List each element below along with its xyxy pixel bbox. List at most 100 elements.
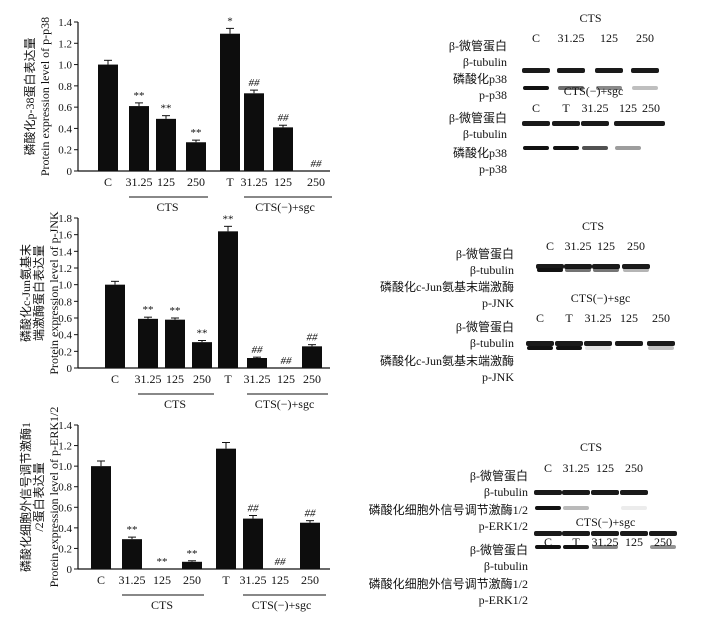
lane-label: 125 <box>620 311 638 325</box>
y-tick-label: 0.8 <box>58 482 72 494</box>
y-axis-label-en: Protein expression level of p-JNK <box>47 211 61 375</box>
bar <box>182 561 202 569</box>
y-tick-label: 1.0 <box>58 60 72 72</box>
bar <box>220 33 240 172</box>
y-tick-label: 1.6 <box>58 230 72 242</box>
significance-mark: ** <box>134 90 145 102</box>
lane-label: 125 <box>619 101 637 115</box>
significance-mark: ** <box>170 305 181 317</box>
bar <box>192 342 212 368</box>
blot-label-tubulin-en: β-tubulin <box>463 55 507 69</box>
band-phospho <box>537 268 563 272</box>
band-tubulin <box>620 490 648 495</box>
lane-label: 31.25 <box>563 461 590 475</box>
band-tubulin <box>649 531 677 536</box>
band-tubulin <box>637 121 665 126</box>
band-tubulin <box>647 341 675 346</box>
band-phospho <box>527 346 553 350</box>
blot-label-tubulin-en: β-tubulin <box>470 263 514 277</box>
lane-label: T <box>572 535 580 549</box>
x-tick-label: 31.25 <box>126 175 153 189</box>
x-tick-label: 31.25 <box>241 175 268 189</box>
significance-mark: ## <box>249 77 261 89</box>
lane-label: C <box>532 31 540 45</box>
lane-label: 31.25 <box>585 311 612 325</box>
bar <box>98 64 118 171</box>
y-axis-label: 磷酸化p-38蛋白表达量 Protein expression level of … <box>22 17 52 176</box>
y-axis-label-cn: 磷酸化p-38蛋白表达量 <box>22 38 37 156</box>
blot-label-tubulin-cn: β-微管蛋白 <box>449 110 507 125</box>
y-axis-label: 磷酸化c-Jun氨基末 端激酶蛋白表达量 Protein expression le… <box>18 211 61 375</box>
bar <box>216 448 236 569</box>
y-tick-label: 0.8 <box>58 81 72 93</box>
band-phospho <box>592 545 618 549</box>
panel-3: 磷酸化细胞外信号调节激酶1/2蛋白表达量 Protein expression l… <box>18 407 677 612</box>
blot-label-phospho-cn: 磷酸化p38 <box>453 71 507 86</box>
band-tubulin <box>591 490 619 495</box>
band-phospho <box>565 268 591 272</box>
x-tick-label: C <box>97 573 105 587</box>
group-label: CTS <box>156 200 178 214</box>
band-tubulin <box>534 490 562 495</box>
bar <box>156 118 176 171</box>
blot-label-phospho-en: p-JNK <box>482 296 514 310</box>
blot-label-phospho-en: p-p38 <box>479 88 507 102</box>
x-tick-label: 125 <box>166 372 184 386</box>
band-tubulin <box>562 490 590 495</box>
band-phospho <box>563 545 589 549</box>
band-tubulin <box>620 531 648 536</box>
blot-label-phospho-cn: 磷酸化c-Jun氨基末端激酶 <box>380 353 514 368</box>
blot-title: CTS <box>582 219 604 233</box>
y-tick-label: 1.8 <box>58 213 72 225</box>
band-tubulin <box>522 68 550 73</box>
y-tick-label: 0.2 <box>58 543 72 555</box>
bar <box>105 284 125 368</box>
lane-label: C <box>546 239 554 253</box>
blot-label-phospho-en: p-JNK <box>482 370 514 384</box>
x-tick-label: 125 <box>277 372 295 386</box>
band-phospho <box>523 86 549 90</box>
blot-title: CTS <box>579 11 601 25</box>
x-tick-label: 250 <box>187 175 205 189</box>
significance-mark: ** <box>143 304 154 316</box>
lane-label: 31.25 <box>565 239 592 253</box>
y-tick-label: 1.4 <box>58 17 72 29</box>
significance-mark: ** <box>187 548 198 560</box>
band-tubulin <box>592 264 620 269</box>
significance-mark: ** <box>157 556 168 568</box>
lane-label: 250 <box>642 101 660 115</box>
lane-label: 125 <box>600 31 618 45</box>
x-tick-label: 250 <box>307 175 325 189</box>
y-tick-label: 0.8 <box>58 296 72 308</box>
lane-label: C <box>532 101 540 115</box>
blot-label-tubulin-cn: β-微管蛋白 <box>456 246 514 261</box>
band-tubulin <box>522 121 550 126</box>
bar <box>138 318 158 368</box>
band-tubulin <box>555 341 583 346</box>
significance-mark: ## <box>281 355 293 367</box>
bar <box>302 346 322 368</box>
blot-label-phospho-cn: 磷酸化细胞外信号调节激酶1/2 <box>369 576 528 591</box>
lane-label: C <box>544 461 552 475</box>
band-tubulin <box>534 531 562 536</box>
significance-mark: ## <box>252 344 264 356</box>
bar <box>129 106 149 171</box>
band-tubulin <box>622 264 650 269</box>
y-axis-label-en: Protein expression level of p-p38 <box>38 17 52 176</box>
lane-label: 250 <box>627 239 645 253</box>
blot-label-tubulin-cn: β-微管蛋白 <box>470 468 528 483</box>
significance-mark: ## <box>305 508 317 520</box>
band-tubulin <box>536 264 564 269</box>
x-tick-label: 125 <box>157 175 175 189</box>
blot-label-tubulin-cn: β-微管蛋白 <box>470 542 528 557</box>
significance-mark: ## <box>311 158 323 170</box>
significance-mark: ## <box>248 503 260 515</box>
band-phospho <box>623 268 649 272</box>
blot-label-tubulin-en: β-tubulin <box>484 559 528 573</box>
blot-label-phospho-en: p-ERK1/2 <box>479 593 528 607</box>
lane-label: 31.25 <box>592 535 619 549</box>
significance-mark: ## <box>275 556 287 568</box>
x-tick-label: 250 <box>193 372 211 386</box>
lane-label: 125 <box>597 239 615 253</box>
